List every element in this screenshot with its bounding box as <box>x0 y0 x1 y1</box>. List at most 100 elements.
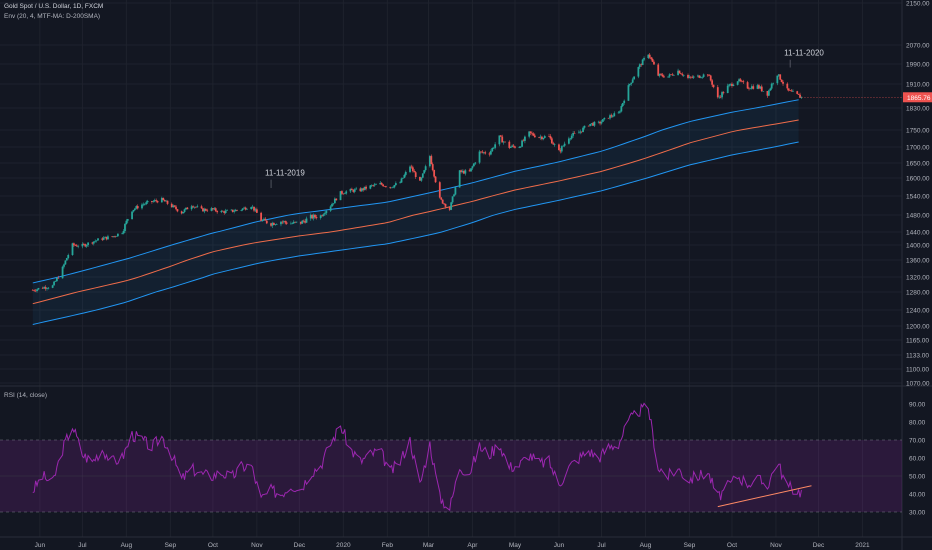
candle-body <box>453 194 455 197</box>
candle-body <box>390 187 393 189</box>
candle-body <box>350 188 353 190</box>
candle-body <box>365 186 367 189</box>
envelope-fill <box>32 99 799 325</box>
candle-body <box>602 119 604 122</box>
candle-body <box>153 200 156 202</box>
candle-body <box>44 287 47 289</box>
candle-body <box>241 208 244 211</box>
candle-body <box>423 170 426 174</box>
candle-body <box>560 146 563 152</box>
candle-body <box>521 140 523 147</box>
price-tick-label: 1600.00 <box>906 176 930 183</box>
candle-body <box>341 191 343 194</box>
candle-body <box>329 206 332 211</box>
rsi-tick-label: 70.00 <box>909 438 926 445</box>
candle-body <box>250 207 253 210</box>
price-tick-label: 1240.00 <box>906 308 930 315</box>
candle-body <box>567 138 570 144</box>
candle-body <box>471 166 474 169</box>
candle-body <box>470 168 472 172</box>
rsi-tick-label: 60.00 <box>909 456 926 463</box>
candle-body <box>658 73 661 76</box>
price-tick-label: 1910.00 <box>906 82 930 89</box>
candle-body <box>126 219 129 221</box>
time-tick-label: Jun <box>554 542 565 549</box>
candle-body <box>610 115 613 117</box>
candle-body <box>224 210 227 214</box>
candle-body <box>729 83 732 85</box>
candle-body <box>637 67 640 77</box>
candle-body <box>34 290 37 292</box>
rsi-line <box>32 402 802 512</box>
candle-body <box>71 243 74 256</box>
candle-body <box>482 152 485 153</box>
candle-body <box>172 205 175 208</box>
candle-body <box>221 210 224 212</box>
candle-body <box>285 222 288 224</box>
candle-body <box>792 91 794 92</box>
candle-body <box>183 209 186 213</box>
candle-body <box>474 162 477 164</box>
candle-body <box>400 178 403 183</box>
candle-body <box>166 200 169 204</box>
candle-body <box>499 135 502 137</box>
candle-body <box>702 74 705 77</box>
candle-body <box>223 211 226 214</box>
candle-body <box>91 242 94 244</box>
candle-body <box>760 86 763 92</box>
candle-body <box>112 236 115 237</box>
price-tick-label: 1750.00 <box>906 128 930 135</box>
candle-body <box>133 208 136 210</box>
candle-body <box>290 223 292 225</box>
candle-body <box>711 80 714 85</box>
candle-body <box>628 83 631 86</box>
candle-body <box>579 131 582 133</box>
candle-body <box>799 94 801 98</box>
candle-body <box>489 151 492 155</box>
candle-body <box>335 198 338 201</box>
candle-body <box>514 146 516 148</box>
candle-body <box>790 90 793 92</box>
candle-body <box>265 220 268 224</box>
candle-body <box>373 184 376 186</box>
last-price-label: 1865.76 <box>907 95 931 102</box>
candle-body <box>125 220 128 225</box>
candle-body <box>461 170 464 172</box>
time-tick-label: Aug <box>640 542 652 549</box>
candle-body <box>160 197 163 203</box>
candle-body <box>549 136 552 139</box>
candle-body <box>102 237 105 240</box>
candle-body <box>63 264 65 267</box>
candle-body <box>312 214 315 219</box>
candle-body <box>589 124 592 126</box>
candle-body <box>424 166 427 171</box>
candle-body <box>748 88 750 90</box>
candle-body <box>162 197 165 201</box>
candle-body <box>97 238 99 241</box>
candle-body <box>64 260 67 265</box>
candle-body <box>552 143 555 145</box>
candle-body <box>528 131 531 137</box>
candle-body <box>383 186 386 187</box>
envelope-basis-line <box>32 119 799 305</box>
candle-body <box>151 201 153 202</box>
candle-body <box>226 210 228 211</box>
candle-body <box>583 125 586 128</box>
candle-body <box>314 214 316 218</box>
candle-body <box>623 100 626 104</box>
candle-body <box>776 75 779 84</box>
candle-body <box>762 91 765 92</box>
candle-body <box>282 221 285 222</box>
candle-body <box>492 147 495 149</box>
candle-body <box>548 136 550 137</box>
candle-body <box>43 287 46 289</box>
candle-body <box>104 236 107 238</box>
candle-body <box>284 221 287 223</box>
candle-body <box>709 75 712 81</box>
candle-body <box>444 203 447 207</box>
candle-body <box>193 206 196 208</box>
candle-body <box>627 85 630 101</box>
candle-body <box>708 75 711 77</box>
candle-body <box>170 203 173 208</box>
